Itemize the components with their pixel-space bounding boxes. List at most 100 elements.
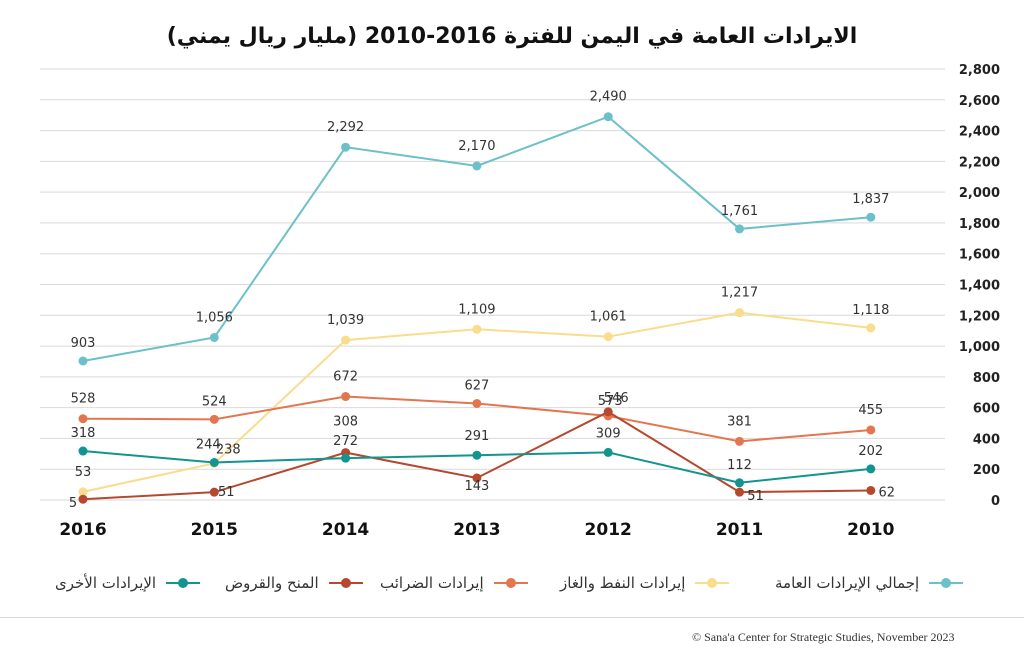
data-label: 238 [216, 442, 241, 457]
data-label: 1,761 [721, 204, 758, 219]
data-point [209, 414, 219, 424]
data-label: 1,056 [196, 310, 233, 325]
data-point [472, 398, 482, 408]
x-tick-label: 2015 [191, 520, 238, 540]
data-point [603, 112, 613, 122]
data-point [603, 332, 613, 342]
data-label: 1,217 [721, 286, 758, 301]
y-tick-label: 2,600 [959, 94, 1000, 109]
y-tick-label: 800 [973, 371, 1000, 386]
legend-label: الإيرادات الأخرى [55, 574, 157, 592]
legend-item: إيرادات النفط والغاز [560, 568, 730, 598]
data-label: 2,170 [458, 139, 495, 154]
source-credit: © Sana'a Center for Strategic Studies, N… [692, 630, 955, 644]
data-label: 524 [202, 394, 227, 409]
legend-item: المنح والقروض [225, 568, 363, 598]
data-point [472, 324, 482, 334]
data-label: 1,837 [852, 192, 889, 207]
y-tick-label: 2,000 [959, 186, 1000, 201]
y-tick-label: 1,200 [959, 309, 1000, 324]
y-tick-label: 600 [973, 402, 1000, 417]
y-tick-label: 0 [991, 494, 1000, 509]
legend-swatch [695, 576, 730, 590]
data-point [341, 392, 351, 402]
chart-legend: إجمالي الإيرادات العامة إيرادات النفط وال… [40, 568, 1000, 598]
data-point [866, 464, 876, 474]
data-label: 2,292 [327, 120, 364, 135]
legend-marker [505, 578, 516, 588]
legend-marker [707, 578, 718, 588]
data-label: 291 [464, 429, 489, 444]
data-point [866, 425, 876, 435]
legend-marker [340, 578, 351, 588]
data-point [866, 323, 876, 333]
y-tick-label: 2,800 [959, 63, 1000, 78]
data-point [209, 487, 219, 497]
data-label: 51 [218, 485, 235, 500]
x-tick-label: 2013 [453, 520, 500, 540]
x-tick-label: 2014 [322, 520, 369, 540]
legend-label: إيرادات الضرائب [380, 574, 484, 592]
legend-swatch [493, 576, 528, 590]
data-label: 573 [598, 394, 623, 409]
x-tick-label: 2010 [847, 520, 894, 540]
data-point [472, 161, 482, 171]
data-point [78, 356, 88, 366]
data-point [735, 436, 744, 446]
data-point [78, 446, 88, 456]
legend-label: المنح والقروض [225, 574, 319, 592]
data-point [735, 478, 744, 488]
legend-swatch [929, 576, 964, 590]
data-label: 546 [604, 391, 629, 406]
data-point [341, 142, 351, 152]
legend-item: الإيرادات الأخرى [55, 568, 201, 598]
data-label: 903 [71, 336, 96, 351]
legend-swatch [166, 576, 201, 590]
legend-label: إيرادات النفط والغاز [560, 574, 686, 592]
data-label: 381 [727, 414, 752, 429]
data-point [209, 332, 219, 342]
footer-divider [0, 617, 1024, 618]
data-label: 2,490 [590, 90, 627, 105]
data-label: 309 [596, 426, 621, 441]
data-point [735, 487, 744, 497]
data-point [341, 453, 351, 463]
data-point [472, 473, 482, 483]
data-point [472, 450, 482, 460]
y-tick-label: 1,800 [959, 217, 1000, 232]
data-label: 272 [333, 434, 358, 449]
x-tick-label: 2011 [716, 520, 763, 540]
y-tick-label: 1,400 [959, 279, 1000, 294]
data-label: 627 [464, 378, 489, 393]
y-tick-label: 1,600 [959, 248, 1000, 263]
x-tick-label: 2012 [585, 520, 632, 540]
data-point [209, 457, 219, 467]
data-label: 51 [747, 489, 764, 504]
data-label: 53 [75, 465, 92, 480]
data-point [735, 224, 744, 234]
y-tick-label: 1,000 [959, 340, 1000, 355]
legend-marker [941, 578, 952, 588]
data-label: 112 [727, 458, 752, 473]
y-tick-label: 2,400 [959, 125, 1000, 140]
data-label: 1,061 [590, 310, 627, 325]
data-label: 1,039 [327, 313, 364, 328]
data-label: 455 [858, 403, 883, 418]
y-tick-label: 2,200 [959, 155, 1000, 170]
data-label: 318 [71, 426, 96, 441]
data-point [603, 447, 613, 457]
y-tick-label: 400 [973, 432, 1000, 447]
legend-item: إيرادات الضرائب [380, 568, 528, 598]
data-label: 308 [333, 415, 358, 430]
data-label: 202 [858, 444, 883, 459]
legend-item: إجمالي الإيرادات العامة [775, 568, 964, 598]
data-label: 62 [879, 485, 896, 500]
y-tick-label: 200 [973, 463, 1000, 478]
data-label: 1,109 [458, 302, 495, 317]
data-label: 5 [69, 496, 77, 511]
data-point [78, 487, 88, 497]
data-point [866, 485, 876, 495]
data-point [341, 335, 351, 345]
data-point [735, 308, 744, 318]
data-point [866, 212, 876, 222]
